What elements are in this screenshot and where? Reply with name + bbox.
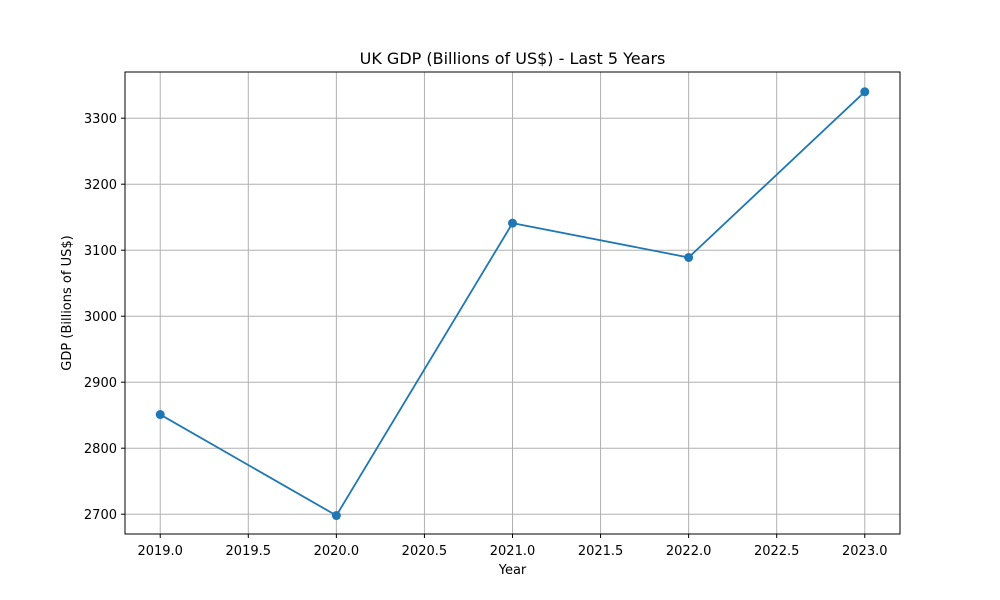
axis-ticks: 2019.0 2019.5 2020.0 2020.5 2021.0 2021.5 2022… <box>84 112 888 559</box>
y-tick-label: 3000 <box>84 310 117 325</box>
chart-title: UK GDP (Billions of US$) - Last 5 Years <box>360 49 666 68</box>
series-markers <box>155 87 870 521</box>
data-point-marker <box>155 410 165 420</box>
grid-lines <box>125 72 900 534</box>
x-tick-label: 2019.5 <box>226 544 272 559</box>
y-tick-label: 2900 <box>84 376 117 391</box>
x-tick-label: 2020.5 <box>402 544 448 559</box>
x-tick-label: 2020.0 <box>314 544 360 559</box>
x-tick-label: 2019.0 <box>137 544 183 559</box>
x-tick-label: 2021.5 <box>578 544 624 559</box>
y-tick-label: 3200 <box>84 178 117 193</box>
x-tick-label: 2022.0 <box>666 544 712 559</box>
y-tick-label: 3300 <box>84 112 117 127</box>
x-tick-label: 2022.5 <box>754 544 800 559</box>
x-tick-label: 2023.0 <box>842 544 888 559</box>
y-tick-label: 2800 <box>84 442 117 457</box>
data-point-marker <box>508 218 517 228</box>
data-point-marker <box>684 252 694 262</box>
y-tick-label: 2700 <box>84 508 117 523</box>
y-tick-label: 3100 <box>84 244 117 259</box>
x-axis-label: Year <box>498 563 527 578</box>
data-point-marker <box>331 511 341 521</box>
y-axis-label: GDP (Billions of US$) <box>60 235 75 370</box>
x-tick-label: 2021.0 <box>490 544 536 559</box>
data-point-marker <box>860 87 870 97</box>
